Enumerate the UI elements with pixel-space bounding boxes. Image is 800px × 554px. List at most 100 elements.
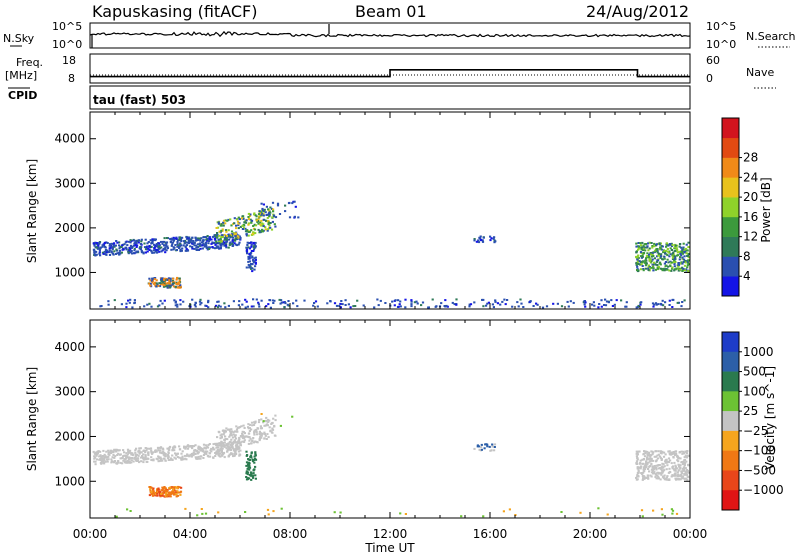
scatter-point xyxy=(478,236,481,239)
scatter-point xyxy=(597,507,600,510)
scatter-point xyxy=(131,246,134,248)
scatter-point xyxy=(255,298,258,301)
scatter-point xyxy=(257,303,260,306)
scatter-point xyxy=(659,457,662,459)
scatter-point xyxy=(138,449,141,452)
scatter-point xyxy=(179,244,182,247)
scatter-point xyxy=(151,493,154,496)
scatter-point xyxy=(264,419,268,422)
scatter-point xyxy=(641,475,644,477)
scatter-point xyxy=(101,251,104,254)
scatter-point xyxy=(229,449,232,451)
scatter-point xyxy=(171,241,175,244)
scatter-point xyxy=(654,455,657,458)
scatter-point xyxy=(671,244,674,247)
scatter-point xyxy=(153,238,156,241)
scatter-point xyxy=(247,216,250,218)
scatter-point xyxy=(163,486,166,488)
scatter-point xyxy=(102,252,105,255)
scatter-point xyxy=(122,248,125,251)
scatter-point xyxy=(158,492,162,495)
scatter-point xyxy=(238,235,241,238)
scatter-point xyxy=(493,446,496,448)
scatter-point xyxy=(660,471,663,474)
scatter-point xyxy=(157,449,160,452)
scatter-point xyxy=(341,303,344,306)
scatter-point xyxy=(229,440,232,443)
scatter-point xyxy=(199,298,202,301)
scatter-point xyxy=(491,303,494,306)
scatter-point xyxy=(113,250,116,253)
scatter-point xyxy=(215,446,218,449)
scatter-point xyxy=(271,299,274,302)
scatter-point xyxy=(229,243,232,246)
scatter-point xyxy=(262,225,265,228)
scatter-point xyxy=(160,489,163,492)
scatter-point xyxy=(679,268,682,271)
time-axis-ticks: 00:00 04:00 08:00 12:00 16:00 20:00 00:00 xyxy=(73,527,708,541)
scatter-point xyxy=(655,303,658,306)
scatter-point xyxy=(253,257,256,260)
scatter-point xyxy=(193,449,196,452)
scatter-point xyxy=(660,245,663,247)
scatter-point xyxy=(166,447,169,450)
colorbar-tick-label: 4 xyxy=(743,269,751,283)
scatter-point xyxy=(146,460,149,463)
scatter-point xyxy=(662,455,666,458)
scatter-point xyxy=(257,215,261,218)
scatter-point xyxy=(635,242,638,245)
scatter-point xyxy=(207,242,210,245)
scatter-point xyxy=(253,455,256,458)
colorbar-tick-label: 1000 xyxy=(743,345,774,359)
scatter-point xyxy=(156,245,159,247)
scatter-point xyxy=(399,512,402,515)
scatter-point xyxy=(682,469,685,472)
scatter-point xyxy=(676,471,679,474)
scatter-point xyxy=(560,511,563,513)
scatter-point xyxy=(489,239,492,242)
scatter-point xyxy=(242,440,246,443)
scatter-point xyxy=(221,243,224,246)
scatter-point xyxy=(202,443,206,446)
scatter-point xyxy=(246,463,250,466)
scatter-point xyxy=(635,455,638,458)
scatter-point xyxy=(504,303,507,306)
scatter-point xyxy=(252,248,256,251)
scatter-point xyxy=(257,222,260,225)
velocity-scatter-data xyxy=(92,413,690,518)
scatter-point xyxy=(252,441,255,444)
scatter-point xyxy=(215,227,218,229)
scatter-point xyxy=(658,464,661,466)
scatter-point xyxy=(636,265,639,268)
scatter-point xyxy=(662,251,665,254)
scatter-point xyxy=(404,306,407,309)
scatter-point xyxy=(674,473,677,476)
scatter-point xyxy=(164,453,167,455)
scatter-point xyxy=(175,249,178,251)
scatter-point xyxy=(644,452,647,455)
scatter-point xyxy=(683,269,687,272)
scatter-point xyxy=(313,302,316,304)
scatter-point xyxy=(645,257,648,260)
scatter-point xyxy=(182,300,185,303)
scatter-point xyxy=(117,449,120,452)
scatter-point xyxy=(248,430,251,432)
scatter-point xyxy=(221,228,224,231)
scatter-point xyxy=(105,458,109,461)
scatter-point xyxy=(220,442,223,445)
scatter-point xyxy=(185,237,189,240)
scatter-point xyxy=(246,454,249,456)
cpid-program: tau (fast) 503 xyxy=(93,93,186,107)
scatter-point xyxy=(169,284,172,287)
scatter-point xyxy=(215,246,218,249)
scatter-point xyxy=(491,443,494,446)
scatter-point xyxy=(199,449,202,452)
scatter-point xyxy=(641,462,644,465)
scatter-point xyxy=(105,450,108,453)
scatter-point xyxy=(173,456,176,459)
scatter-point xyxy=(486,445,489,448)
scatter-point xyxy=(283,306,286,309)
scatter-point xyxy=(239,442,242,445)
scatter-point xyxy=(237,442,240,445)
